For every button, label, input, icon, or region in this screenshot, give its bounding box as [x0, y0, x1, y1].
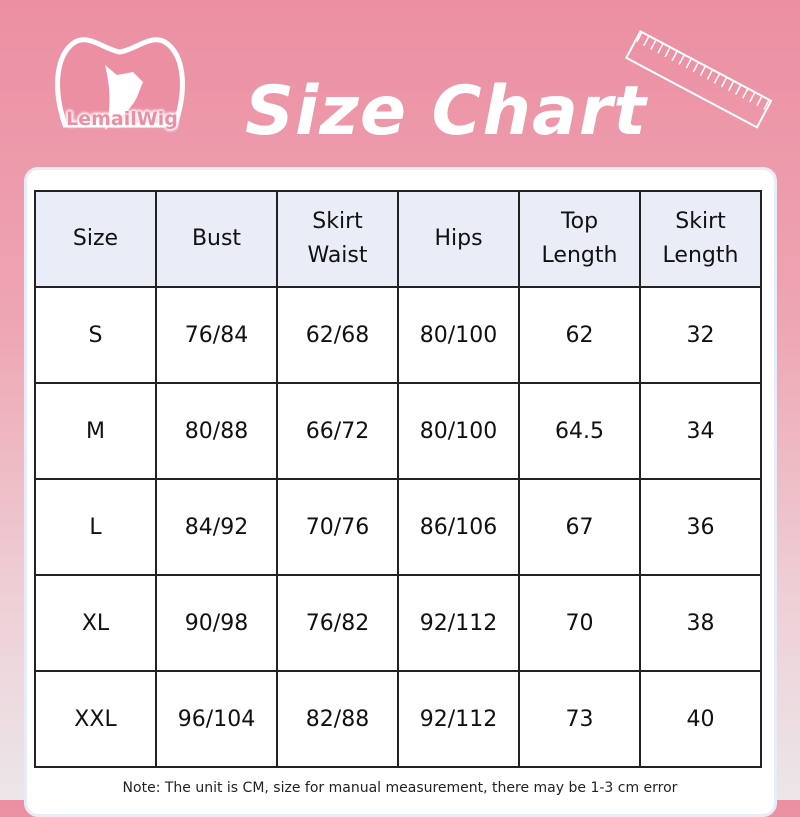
table-cell: 96/104	[155, 670, 278, 768]
table-cell: 70/76	[276, 478, 399, 576]
table-cell: 40	[639, 670, 762, 768]
table-cell: 80/88	[155, 382, 278, 480]
table-cell: 76/84	[155, 286, 278, 384]
table-cell: M	[34, 382, 157, 480]
table-row: L 84/92 70/76 86/106 67 36	[34, 478, 762, 576]
column-header: Top Length	[518, 190, 641, 288]
table-cell: 70	[518, 574, 641, 672]
table-cell: 36	[639, 478, 762, 576]
column-header: Hips	[397, 190, 520, 288]
table-cell: 86/106	[397, 478, 520, 576]
table-cell: XXL	[34, 670, 157, 768]
table-cell: 80/100	[397, 286, 520, 384]
column-header: Size	[34, 190, 157, 288]
table-row: XL 90/98 76/82 92/112 70 38	[34, 574, 762, 672]
table-cell: 34	[639, 382, 762, 480]
table-cell: XL	[34, 574, 157, 672]
table-cell: 66/72	[276, 382, 399, 480]
logo-text: LemailWig	[66, 108, 178, 130]
table-cell: 62	[518, 286, 641, 384]
table-cell: L	[34, 478, 157, 576]
logo-cat-icon	[55, 37, 185, 130]
column-header: Skirt Length	[639, 190, 762, 288]
table-header-row: Size Bust Skirt Waist Hips Top Length Skirt L…	[34, 190, 762, 288]
size-table: Size Bust Skirt Waist Hips Top Length Skirt L…	[34, 190, 762, 768]
table-cell: 73	[518, 670, 641, 768]
table-cell: 64.5	[518, 382, 641, 480]
table-row: S 76/84 62/68 80/100 62 32	[34, 286, 762, 384]
table-cell: 82/88	[276, 670, 399, 768]
table-row: M 80/88 66/72 80/100 64.5 34	[34, 382, 762, 480]
table-cell: 92/112	[397, 670, 520, 768]
table-cell: 80/100	[397, 382, 520, 480]
page-title: Size Chart	[245, 72, 647, 151]
ruler-icon	[624, 30, 773, 129]
table-cell: 76/82	[276, 574, 399, 672]
table-cell: 84/92	[155, 478, 278, 576]
column-header: Skirt Waist	[276, 190, 399, 288]
table-cell: 38	[639, 574, 762, 672]
table-cell: 62/68	[276, 286, 399, 384]
table-cell: 32	[639, 286, 762, 384]
table-cell: S	[34, 286, 157, 384]
note: Note: The unit is CM, size for manual me…	[122, 780, 678, 796]
table-cell: 90/98	[155, 574, 278, 672]
column-header: Bust	[155, 190, 278, 288]
table-cell: 67	[518, 478, 641, 576]
table-row: XXL 96/104 82/88 92/112 73 40	[34, 670, 762, 768]
table-cell: 92/112	[397, 574, 520, 672]
